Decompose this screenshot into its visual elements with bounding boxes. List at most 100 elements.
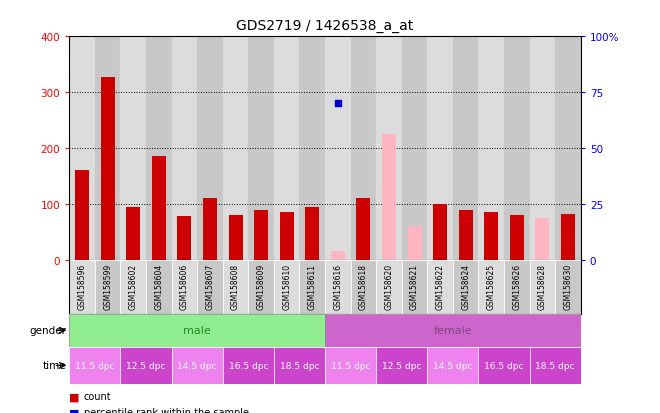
Text: 18.5 dpc: 18.5 dpc [535,361,575,370]
Text: GSM158604: GSM158604 [154,263,163,309]
Bar [172,37,197,260]
Text: GSM158602: GSM158602 [129,263,138,309]
Bar [325,314,581,347]
Bar [433,204,447,260]
Bar [529,260,555,314]
Bar [356,199,370,260]
Bar [197,260,222,314]
Bar [120,260,146,314]
Bar [223,260,248,314]
Bar [197,37,222,260]
Text: GSM158607: GSM158607 [205,263,214,309]
Bar [274,260,300,314]
Text: time: time [42,361,66,370]
Bar [478,37,504,260]
Bar [305,207,319,260]
Text: female: female [434,325,473,335]
Bar [172,347,223,384]
Text: 18.5 dpc: 18.5 dpc [280,361,319,370]
Bar [146,260,172,314]
Text: GSM158596: GSM158596 [78,263,86,309]
Bar [428,347,478,384]
Bar [561,214,575,260]
Bar [428,260,453,314]
Bar [95,37,120,260]
Bar [376,37,402,260]
Text: 11.5 dpc: 11.5 dpc [75,361,115,370]
Text: GSM158599: GSM158599 [103,263,112,309]
Bar [402,260,428,314]
Bar [484,213,498,260]
Bar [555,260,581,314]
Title: GDS2719 / 1426538_a_at: GDS2719 / 1426538_a_at [236,19,414,33]
Bar [223,37,248,260]
Bar [535,218,550,260]
Bar [325,260,350,314]
Bar [376,347,428,384]
Text: 12.5 dpc: 12.5 dpc [382,361,422,370]
Text: GSM158611: GSM158611 [308,263,317,309]
Bar [428,37,453,260]
Bar [350,37,376,260]
Text: 11.5 dpc: 11.5 dpc [331,361,370,370]
Bar [555,37,581,260]
Text: ■: ■ [69,392,80,401]
Bar [453,37,478,260]
Bar [69,37,95,260]
Bar [407,227,422,260]
Bar [510,216,524,260]
Text: ■: ■ [69,407,80,413]
Bar [95,260,120,314]
Text: 14.5 dpc: 14.5 dpc [433,361,473,370]
Bar [178,217,191,260]
Bar [172,260,197,314]
Bar [274,347,325,384]
Bar [453,260,478,314]
Text: GSM158626: GSM158626 [512,263,521,309]
Bar [248,260,274,314]
Bar [146,37,172,260]
Bar [325,347,376,384]
Text: GSM158606: GSM158606 [180,263,189,309]
Text: GSM158630: GSM158630 [564,263,572,309]
Bar [69,260,95,314]
Text: 14.5 dpc: 14.5 dpc [178,361,217,370]
Bar [254,210,268,260]
Text: GSM158610: GSM158610 [282,263,291,309]
Bar [478,347,529,384]
Bar [152,157,166,260]
Text: GSM158624: GSM158624 [461,263,470,309]
Text: GSM158620: GSM158620 [385,263,393,309]
Bar [223,347,274,384]
Bar [325,37,350,260]
Text: 16.5 dpc: 16.5 dpc [484,361,524,370]
Bar [376,260,402,314]
Point [333,101,343,107]
Bar [300,37,325,260]
Bar [331,252,345,260]
Bar [300,260,325,314]
Text: GSM158621: GSM158621 [410,263,419,309]
Bar [478,260,504,314]
Bar [69,347,120,384]
Bar [126,207,141,260]
Text: gender: gender [29,325,66,335]
Bar [529,347,581,384]
Bar [402,37,428,260]
Bar [459,210,473,260]
Bar [280,213,294,260]
Bar [350,260,376,314]
Bar [382,135,396,260]
Bar [75,171,89,260]
Bar [504,260,529,314]
Bar [248,37,274,260]
Bar [203,199,217,260]
Text: GSM158628: GSM158628 [538,263,547,309]
Bar [504,37,529,260]
Text: GSM158609: GSM158609 [257,263,265,309]
Bar [69,314,325,347]
Bar [274,37,300,260]
Text: percentile rank within the sample: percentile rank within the sample [84,407,249,413]
Bar [120,37,146,260]
Text: GSM158622: GSM158622 [436,263,445,309]
